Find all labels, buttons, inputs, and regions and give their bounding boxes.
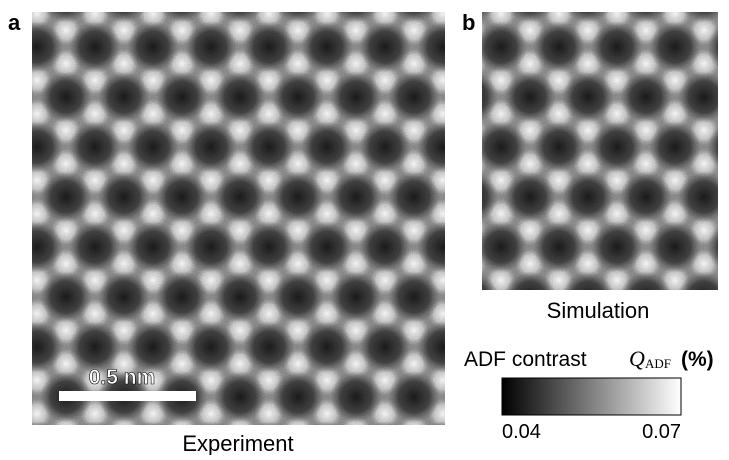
scale-bar-label: 0.5 nm [89, 366, 156, 389]
experiment-image [32, 12, 445, 425]
colorbar-tick-label: 0.07 [642, 421, 681, 443]
caption: Experiment [182, 431, 293, 455]
scale-bar [59, 391, 196, 401]
colorbar [502, 378, 681, 415]
simulation-image [482, 12, 718, 290]
panel-label: b [462, 10, 475, 35]
colorbar-subscript: ADF [645, 356, 671, 371]
colorbar-symbol: Q [629, 346, 645, 371]
panel-label: a [8, 10, 21, 35]
colorbar-tick-label: 0.04 [502, 421, 541, 443]
colorbar-title: ADF contrast [464, 348, 587, 371]
page: a b 0.5 nm Experiment Simulation ADF con… [0, 0, 729, 460]
caption: Simulation [547, 298, 650, 323]
colorbar-ticks: 0.04 0.07 [502, 421, 681, 443]
figure: a b 0.5 nm Experiment Simulation ADF con… [0, 0, 729, 455]
colorbar-unit: (%) [681, 348, 714, 371]
